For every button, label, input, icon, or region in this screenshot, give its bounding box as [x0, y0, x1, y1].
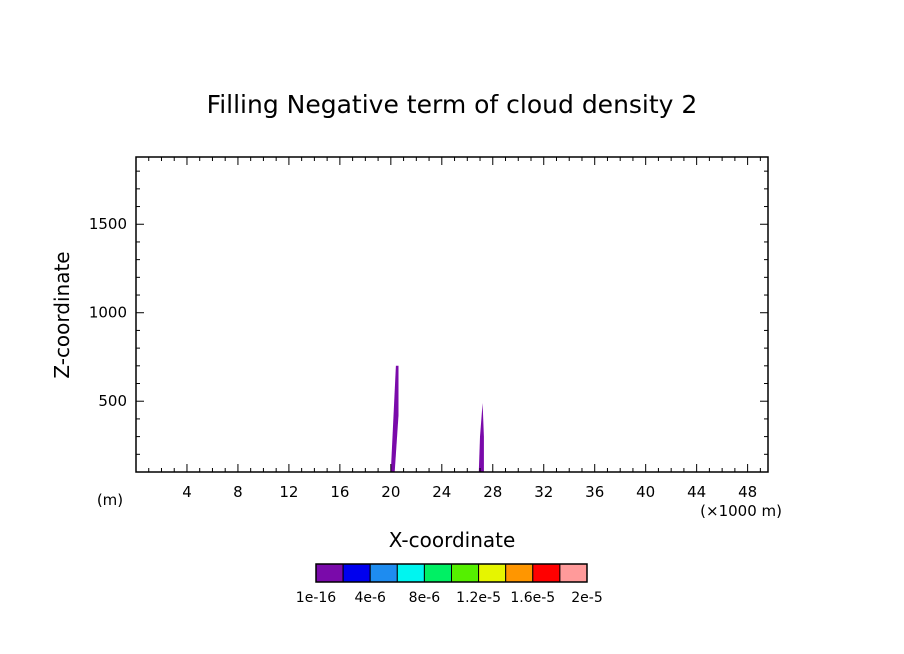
x-tick-label: 36: [585, 483, 604, 501]
x-unit-note: (×1000 m): [700, 502, 782, 520]
y-tick-label: 500: [98, 392, 127, 410]
colorbar-labels: 1e-16 4e-6 8e-6 1.2e-5 1.6e-5 2e-5: [296, 590, 603, 606]
x-axis-label: X-coordinate: [389, 528, 516, 552]
colorbar-label: 8e-6: [409, 590, 441, 606]
y-tick-labels: 500 1000 1500: [89, 215, 127, 410]
x-tick-label: 32: [534, 483, 553, 501]
filled-regions: [390, 365, 484, 472]
plot-frame: [135, 156, 769, 473]
x-tick-label: 24: [432, 483, 451, 501]
y-tick-label: 1500: [89, 215, 127, 233]
colorbar-swatch: [369, 563, 398, 583]
colorbar-swatch: [478, 563, 507, 583]
colorbar-label: 1.6e-5: [510, 590, 555, 606]
y-tick-label: 1000: [89, 304, 127, 322]
y-axis-label: Z-coordinate: [50, 251, 74, 378]
colorbar-swatch: [396, 563, 425, 583]
x-tick-label: 20: [381, 483, 400, 501]
colorbar-swatch: [532, 563, 561, 583]
colorbar-swatch: [315, 563, 344, 583]
x-tick-label: 48: [738, 483, 757, 501]
x-tick-label: 8: [233, 483, 243, 501]
x-tick-label: 4: [182, 483, 192, 501]
colorbar-frame: [315, 563, 588, 583]
x-tick-label: 12: [279, 483, 298, 501]
filled-region-1: [390, 365, 399, 472]
colorbar: [315, 563, 588, 583]
colorbar-swatch: [505, 563, 534, 583]
colorbar-label: 1.2e-5: [456, 590, 501, 606]
x-tick-labels: 4 8 12 16 20 24 28 32 36 40 44 48: [182, 483, 757, 501]
filled-region-2: [478, 403, 484, 472]
y-unit-note: (m): [97, 491, 123, 509]
colorbar-swatch: [559, 563, 588, 583]
colorbar-swatch: [342, 563, 371, 583]
x-tick-label: 28: [483, 483, 502, 501]
x-tick-label: 44: [687, 483, 706, 501]
x-tick-label: 16: [330, 483, 349, 501]
x-ticks: [148, 157, 761, 472]
colorbar-swatch: [423, 563, 452, 583]
y-ticks: [136, 170, 768, 455]
x-tick-label: 40: [636, 483, 655, 501]
chart-title: Filling Negative term of cloud density 2: [207, 90, 698, 119]
colorbar-label: 4e-6: [354, 590, 386, 606]
colorbar-label: 1e-16: [296, 590, 336, 606]
colorbar-label: 2e-5: [571, 590, 602, 606]
colorbar-swatch: [451, 563, 480, 583]
